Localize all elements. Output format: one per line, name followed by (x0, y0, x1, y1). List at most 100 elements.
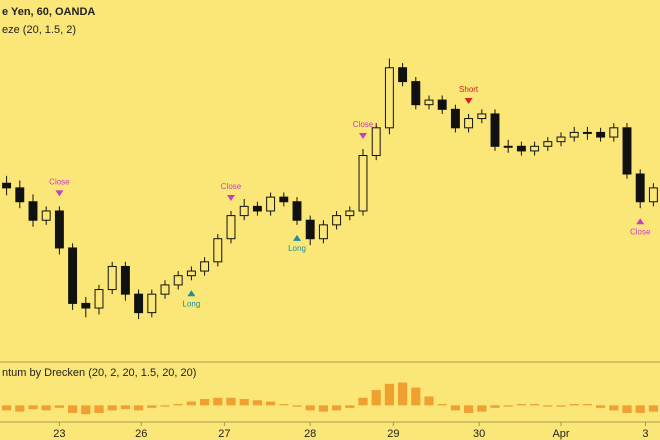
candle-body (200, 261, 210, 272)
signal-label: Close (630, 227, 651, 236)
candle-body (213, 238, 223, 263)
momentum-bar (543, 405, 553, 407)
signal-arrow (464, 97, 473, 104)
x-tick-label: 27 (218, 428, 230, 440)
candle-body (384, 67, 394, 129)
momentum-bar (318, 405, 329, 412)
indicator-label: eze (20, 1.5, 2) (2, 24, 76, 36)
signal-label: Close (49, 177, 70, 186)
candle-body (252, 205, 262, 212)
candle-body (503, 145, 513, 148)
candle-body (2, 182, 12, 189)
momentum-bar (173, 404, 183, 406)
candle-body (332, 215, 342, 226)
candle-body (345, 210, 355, 217)
momentum-bar (595, 405, 606, 408)
candle-body (516, 145, 526, 152)
x-tick-label: 30 (473, 428, 485, 440)
signal-arrow (187, 290, 196, 297)
candle-body (173, 275, 183, 286)
signal-label: Close (353, 120, 374, 129)
momentum-bar (424, 396, 434, 406)
momentum-bar (384, 383, 395, 406)
candle-body (239, 205, 249, 217)
candle-body (81, 302, 91, 309)
candle-body (358, 155, 368, 212)
x-tick-label: 26 (135, 428, 147, 440)
momentum-bar (490, 405, 500, 408)
momentum-bar (81, 405, 91, 415)
candle-body (543, 141, 553, 147)
signal-arrow (293, 234, 301, 241)
candle-body (450, 108, 460, 129)
signal-label: Long (288, 244, 306, 253)
indicator-title: ntum by Drecken (20, 2, 20, 1.5, 20, 20) (2, 367, 196, 379)
candle-body (54, 210, 64, 249)
candle-body (490, 113, 500, 147)
momentum-bar (635, 405, 645, 413)
candle-body (28, 201, 38, 221)
momentum-bar (213, 397, 223, 406)
momentum-bar (463, 405, 474, 413)
momentum-bar (358, 397, 368, 406)
candle-body (279, 196, 289, 203)
x-tick-label: 23 (53, 428, 65, 440)
candle-body (569, 131, 579, 138)
momentum-bar (477, 405, 487, 412)
candle-body (411, 81, 421, 106)
candle-body (556, 136, 566, 143)
candle-body (318, 224, 328, 240)
candle-body (648, 187, 658, 203)
candle-body (15, 187, 25, 203)
signal-arrow (636, 218, 645, 225)
candle-body (477, 113, 487, 120)
momentum-bar (556, 405, 566, 407)
candle-body (305, 219, 315, 240)
momentum-bar (186, 401, 197, 406)
momentum-bar (529, 404, 540, 406)
candle-body (530, 145, 540, 152)
candle-body (398, 67, 408, 83)
x-tick-label: 3 (642, 428, 648, 440)
candle-body (226, 215, 236, 240)
candle-body (437, 99, 447, 110)
momentum-bar (569, 404, 579, 406)
candle-body (596, 131, 606, 138)
momentum-bar (582, 404, 593, 406)
momentum-bar (133, 405, 144, 411)
momentum-bar (516, 404, 527, 406)
momentum-bar (331, 405, 342, 411)
momentum-bar (160, 405, 170, 407)
signal-label: Close (221, 182, 242, 191)
candle-body (120, 265, 130, 295)
momentum-bar (1, 405, 12, 411)
momentum-bar (397, 382, 408, 406)
momentum-bar (648, 405, 659, 412)
signal-label: Long (183, 299, 201, 308)
candle-body (464, 118, 474, 129)
momentum-bar (622, 405, 632, 413)
momentum-bar (450, 405, 461, 411)
momentum-bar (41, 405, 51, 411)
momentum-bar (15, 405, 25, 412)
momentum-bar (199, 399, 210, 406)
signal-label: Short (459, 85, 479, 94)
momentum-bar (609, 405, 619, 411)
chart-title: e Yen, 60, OANDA (2, 6, 95, 18)
candle-body (68, 247, 78, 304)
momentum-bar (67, 405, 78, 413)
momentum-bar (411, 387, 421, 406)
momentum-bar (239, 399, 249, 406)
momentum-bar (94, 405, 104, 413)
candle-body (609, 127, 619, 138)
momentum-bar (147, 405, 157, 408)
candle-body (622, 127, 632, 175)
signal-arrow (227, 194, 235, 201)
candle-body (371, 127, 381, 157)
momentum-bar (265, 401, 276, 406)
candle-body (582, 131, 592, 134)
momentum-bar (107, 405, 117, 411)
